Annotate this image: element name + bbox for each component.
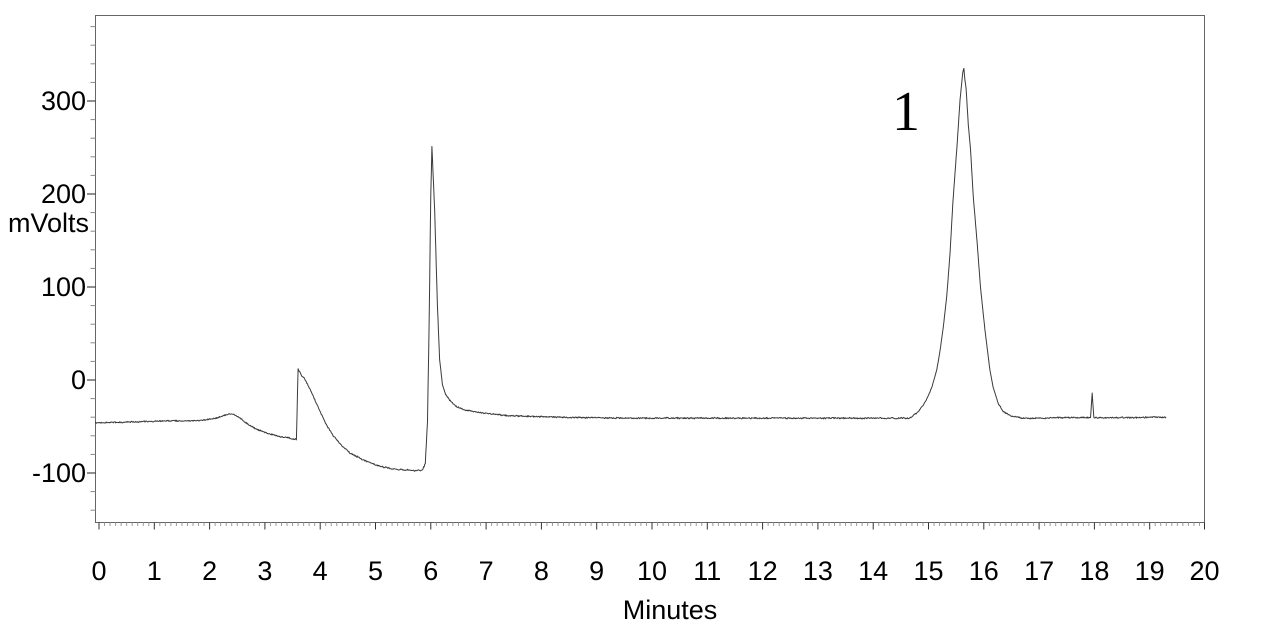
peak-1-label: 1 xyxy=(892,81,920,143)
y-tick-label: -100 xyxy=(31,458,86,488)
y-tick-label: 0 xyxy=(70,365,86,395)
x-tick-label: 9 xyxy=(589,556,605,586)
x-tick-label: 7 xyxy=(478,556,494,586)
x-tick-label: 16 xyxy=(968,556,999,586)
x-tick-label: 19 xyxy=(1134,556,1165,586)
x-tick-label: 18 xyxy=(1079,556,1110,586)
chromatogram-trace xyxy=(94,67,1167,472)
x-tick-label: 10 xyxy=(636,556,668,586)
x-tick-label: 20 xyxy=(1189,556,1220,586)
y-tick-label: 200 xyxy=(40,179,86,209)
x-axis-title: Minutes xyxy=(622,595,718,625)
y-axis-title: mVolts xyxy=(8,208,90,238)
x-tick-label: 8 xyxy=(533,556,549,586)
x-tick-label: 6 xyxy=(423,556,439,586)
x-tick-label: 1 xyxy=(146,556,162,586)
y-tick-label: 300 xyxy=(40,86,86,116)
x-tick-label: 4 xyxy=(312,556,328,586)
x-tick-label: 0 xyxy=(91,556,107,586)
x-tick-label: 15 xyxy=(913,556,944,586)
x-tick-label: 11 xyxy=(693,556,722,586)
x-tick-label: 17 xyxy=(1024,556,1055,586)
x-tick-label: 3 xyxy=(257,556,273,586)
x-tick-label: 5 xyxy=(367,556,384,586)
x-tick-label: 2 xyxy=(202,556,218,586)
x-tick-label: 14 xyxy=(858,556,889,586)
x-tick-label: 12 xyxy=(747,556,778,586)
x-tick-label: 13 xyxy=(802,556,833,586)
plot-frame xyxy=(95,15,1205,523)
y-tick-label: 100 xyxy=(40,272,86,302)
